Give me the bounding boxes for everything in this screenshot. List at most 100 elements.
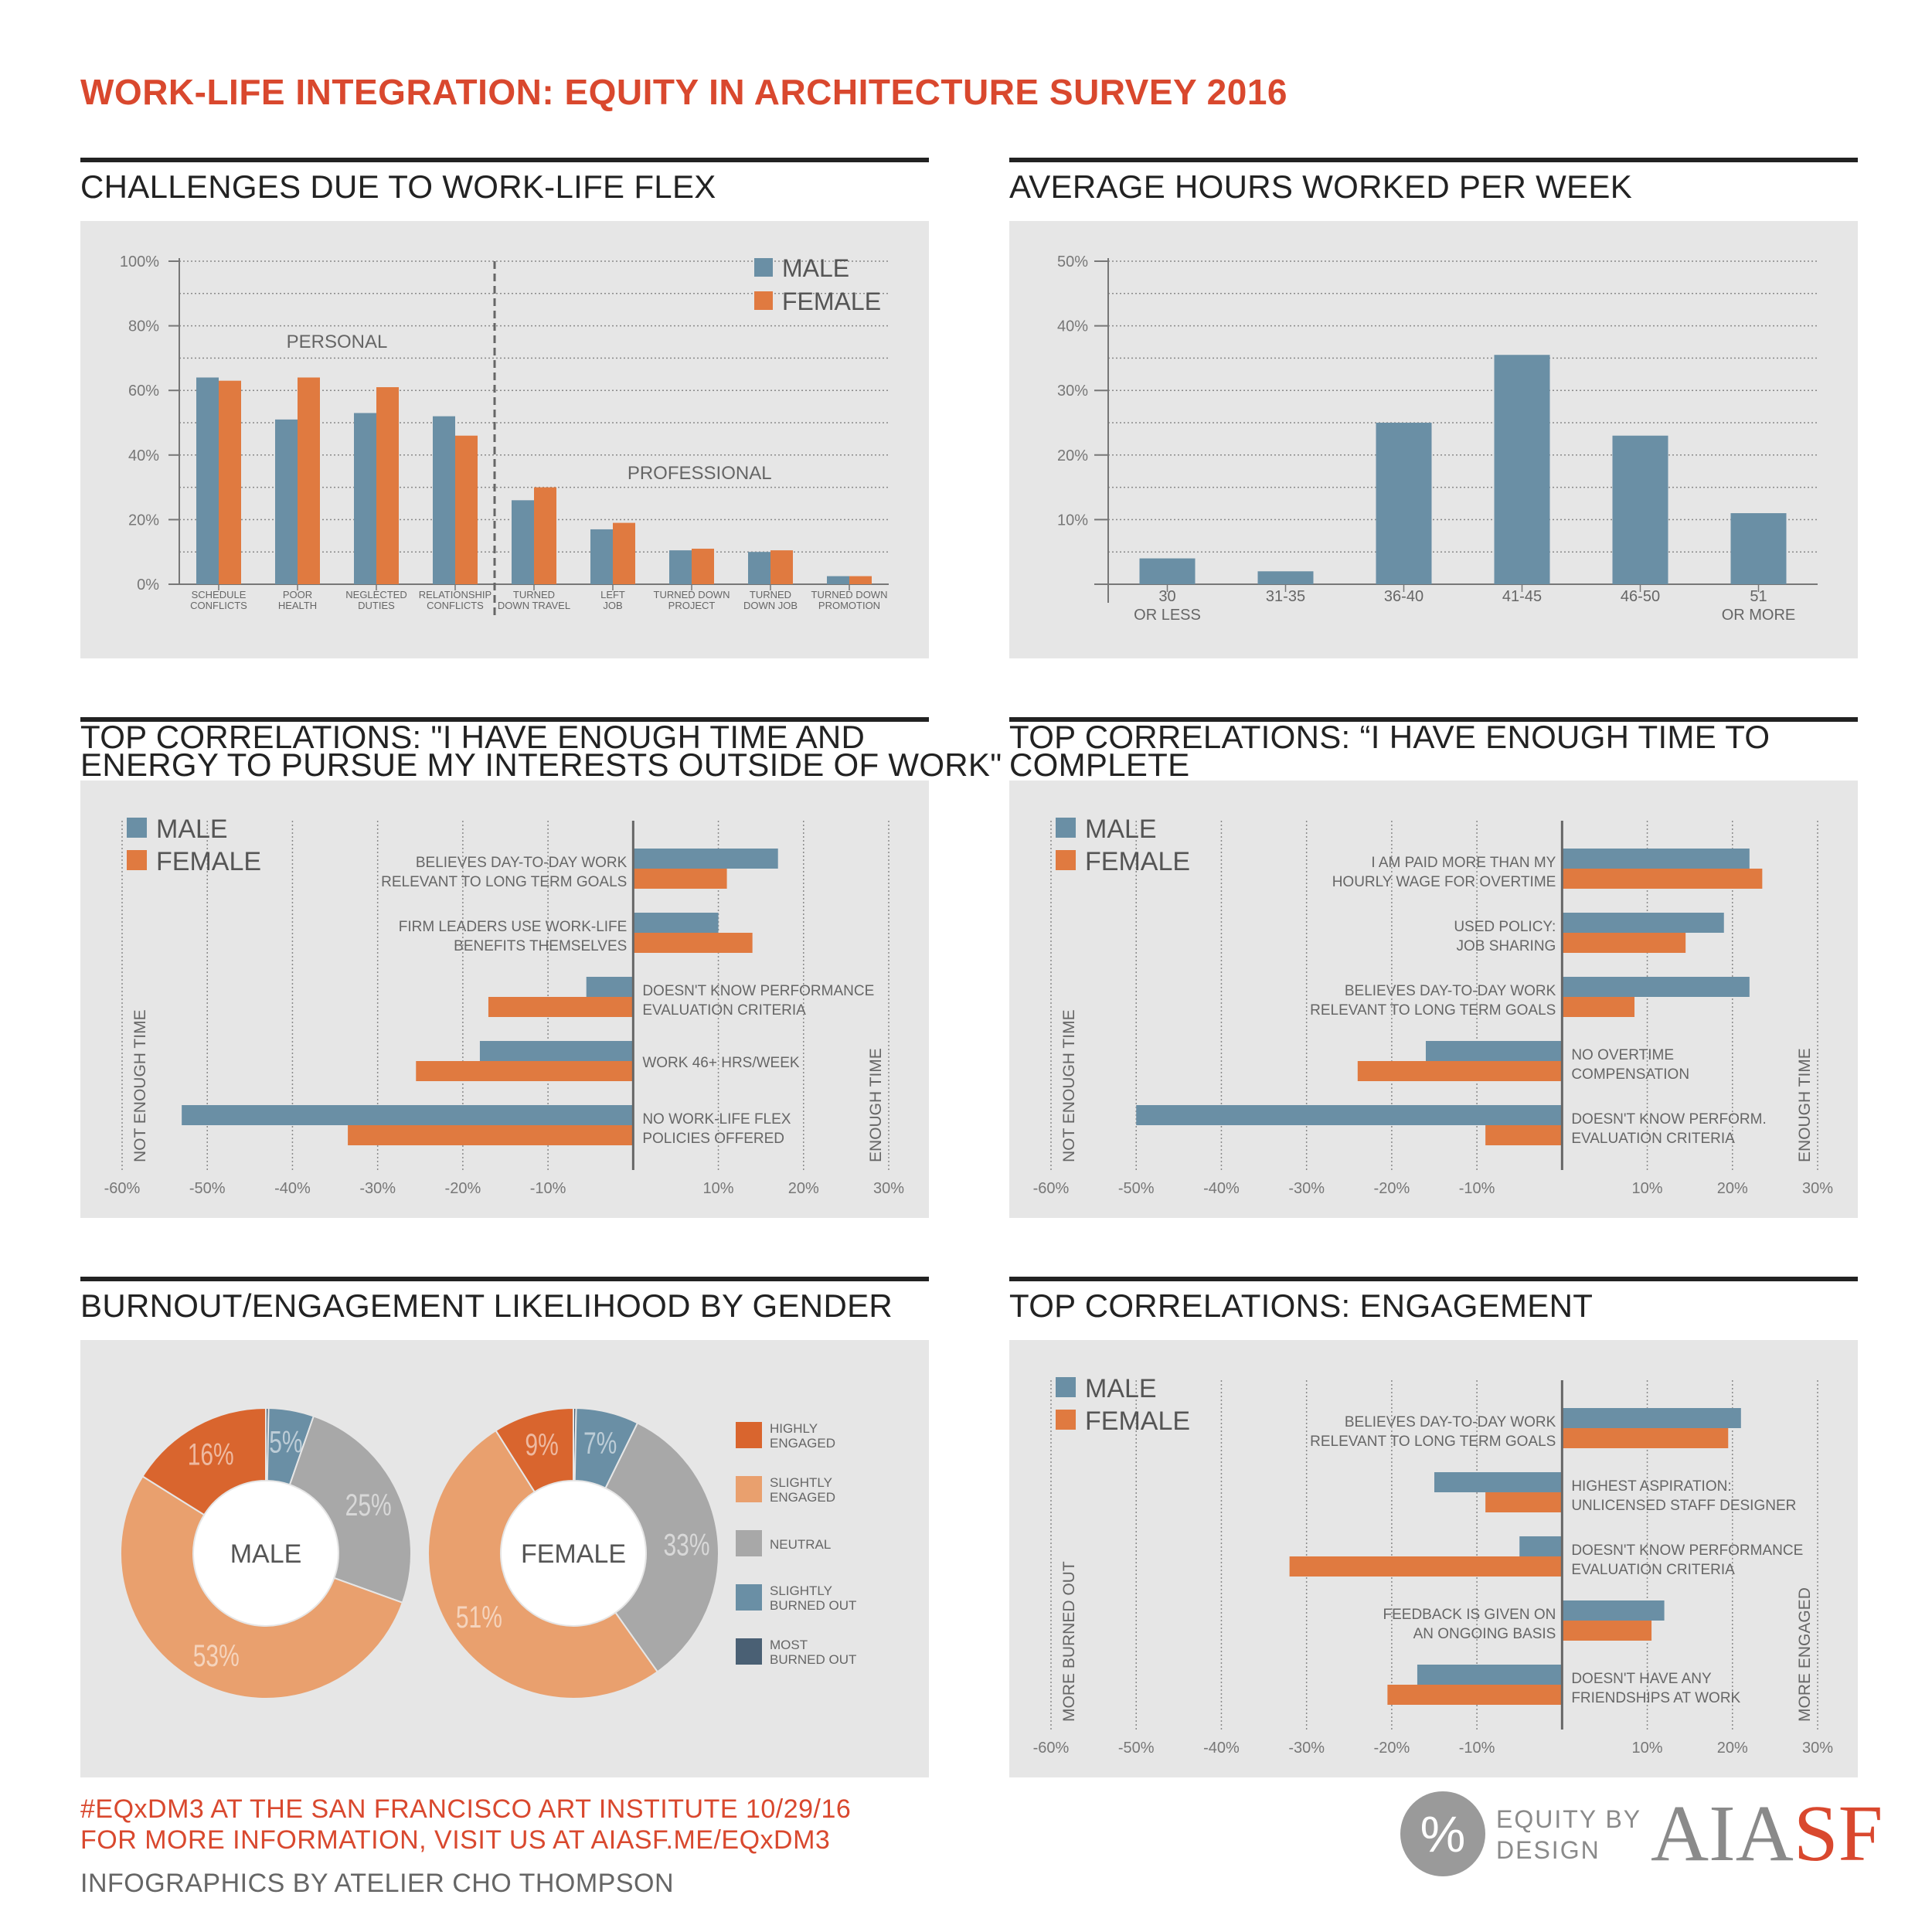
challenges-bar-chart: 0% 20% 40% 60% 80% 100% SCHEDULE CONFLICTS POOR H… xyxy=(120,253,889,615)
x-tick-label: RELATIONSHIP CONFLICTS xyxy=(419,589,492,611)
category-label: FEEDBACK IS GIVEN ON AN ONGOING BASIS xyxy=(1383,1607,1556,1642)
category-label: NO WORK-LIFE FLEX POLICIES OFFERED xyxy=(642,1111,791,1147)
x-tick-label: 36-40 xyxy=(1384,588,1423,605)
bar-hours xyxy=(1730,513,1787,584)
y-tick-label: 0% xyxy=(137,577,159,594)
x-tick-label: -10% xyxy=(530,1180,566,1197)
donut-slice-highly-engaged xyxy=(141,1406,267,1516)
slice-percent-label: 9% xyxy=(525,1428,558,1462)
x-tick-label: 46-50 xyxy=(1621,588,1660,605)
legend-female-label: FEMALE xyxy=(156,847,261,876)
bar-hours xyxy=(1139,558,1196,584)
chart-title-burnout: BURNOUT/ENGAGEMENT LIKELIHOOD BY GENDER xyxy=(80,1287,893,1324)
x-tick-label: 30% xyxy=(1802,1180,1833,1197)
legend-swatch-highly-engaged xyxy=(736,1422,762,1448)
legend-female-label: FEMALE xyxy=(782,287,881,315)
x-tick-label: 31-35 xyxy=(1266,588,1305,605)
bar-female xyxy=(770,550,793,584)
chart-title-line: ENERGY TO PURSUE MY INTERESTS OUTSIDE OF… xyxy=(80,747,1002,783)
donut-slice-neutral xyxy=(288,1415,412,1604)
category-label: BELIEVES DAY-TO-DAY WORK RELEVANT TO LONG… xyxy=(381,855,627,890)
donut-center-label: FEMALE xyxy=(521,1539,626,1569)
bar-female xyxy=(376,387,399,584)
section-rule xyxy=(80,1277,929,1281)
bar-male xyxy=(1136,1105,1563,1125)
chart-panel-time-interests: -60% -50% -40% -30% -20% -10% 10% 20% 30% BELIEVE… xyxy=(80,781,929,1218)
bar-female xyxy=(1562,1428,1729,1448)
x-tick-label: 10% xyxy=(1632,1180,1663,1197)
y-tick-label: 40% xyxy=(128,447,159,464)
legend-female-label: FEMALE xyxy=(1085,847,1190,876)
legend-swatch-slightly-burned-out xyxy=(736,1584,762,1611)
section-rule xyxy=(80,158,929,162)
donut-slice-slightly-engaged xyxy=(120,1475,404,1699)
bar-male xyxy=(1562,1600,1665,1621)
bar-male xyxy=(196,377,219,584)
category-label: WORK 46+ HRS/WEEK xyxy=(642,1055,800,1071)
legend-label: HIGHLY ENGAGED xyxy=(770,1421,835,1451)
section-rule xyxy=(1009,158,1858,162)
x-tick-label: 30% xyxy=(873,1180,904,1197)
x-tick-label: -50% xyxy=(1118,1180,1155,1197)
category-label: DOESN'T KNOW PERFORMANCE EVALUATION CRITE… xyxy=(1571,1543,1803,1578)
sf-logo-text: SF xyxy=(1793,1789,1883,1878)
x-tick-label: -20% xyxy=(1374,1180,1410,1197)
y-tick-label: 40% xyxy=(1057,318,1088,335)
x-tick-label: -40% xyxy=(1203,1180,1240,1197)
footer-info-line[interactable]: FOR MORE INFORMATION, VISIT US AT AIASF.… xyxy=(80,1825,831,1855)
engagement-bar-chart: -60% -50% -40% -30% -20% -10% 10% 20% 30% BELIEVE… xyxy=(1033,1374,1834,1757)
legend-swatch-neutral xyxy=(736,1530,762,1556)
category-label: DOESN'T HAVE ANY FRIENDSHIPS AT WORK xyxy=(1571,1671,1740,1706)
x-tick-label: TURNED DOWN JOB xyxy=(743,589,798,611)
x-tick-label: SCHEDULE CONFLICTS xyxy=(190,589,247,611)
chart-panel-engagement: -60% -50% -40% -30% -20% -10% 10% 20% 30% BELIEVE… xyxy=(1009,1340,1858,1777)
bar-male xyxy=(1562,1408,1741,1428)
bar-male xyxy=(590,529,613,584)
y-tick-label: 30% xyxy=(1057,383,1088,400)
bar-female xyxy=(1357,1061,1563,1081)
bar-female xyxy=(416,1061,634,1081)
bar-female xyxy=(849,576,872,584)
legend-swatch-slightly-engaged xyxy=(736,1476,762,1502)
x-tick-label: -20% xyxy=(1374,1740,1410,1757)
x-tick-label: 30 OR LESS xyxy=(1134,588,1201,624)
bar-male xyxy=(433,416,455,584)
slice-percent-label: 51% xyxy=(456,1600,502,1634)
group-label-personal: PERSONAL xyxy=(287,332,388,352)
bar-male xyxy=(182,1105,634,1125)
chart-panel-hours: 10% 20% 30% 40% 50% 30 OR LESS 31-35 36-40 41-45 4… xyxy=(1009,221,1858,658)
x-tick-label: 51 OR MORE xyxy=(1722,588,1796,624)
bar-female xyxy=(1485,1125,1563,1145)
x-tick-label: -30% xyxy=(1288,1180,1325,1197)
legend-male-label: MALE xyxy=(1085,815,1157,844)
x-tick-label: -60% xyxy=(1033,1740,1070,1757)
slice-percent-label: 33% xyxy=(664,1528,710,1562)
slice-percent-label: 53% xyxy=(193,1639,240,1673)
bar-female xyxy=(1562,997,1635,1017)
bar-male xyxy=(354,413,376,584)
bar-male xyxy=(1425,1041,1563,1061)
category-label: USED POLICY: JOB SHARING xyxy=(1454,919,1556,954)
legend-swatch-most-burned-out xyxy=(736,1638,762,1665)
equity-logo-text: DESIGN xyxy=(1496,1836,1600,1864)
x-tick-label: -40% xyxy=(274,1180,311,1197)
time-work-bar-chart: -60% -50% -40% -30% -20% -10% 10% 20% 30% I AM PA… xyxy=(1033,815,1834,1197)
chart-panel-burnout: 5% 25% 53% 16% MALE 7% 33% 51% 9% FEMALE HIGHLY ENG… xyxy=(80,1340,929,1777)
x-tick-label: 41-45 xyxy=(1502,588,1542,605)
bar-male xyxy=(1434,1472,1563,1492)
section-rule xyxy=(1009,1277,1858,1281)
bar-male xyxy=(633,849,778,869)
legend-female-swatch xyxy=(754,291,773,310)
y-tick-label: 20% xyxy=(128,512,159,529)
legend-male-swatch xyxy=(1056,818,1076,838)
bar-male xyxy=(1562,849,1750,869)
bar-hours xyxy=(1257,571,1314,584)
x-tick-label: NEGLECTED DUTIES xyxy=(345,589,406,611)
category-label: NO OVERTIME COMPENSATION xyxy=(1571,1047,1689,1083)
legend-label: MOST BURNED OUT xyxy=(770,1638,856,1667)
donut-slice-highly-engaged xyxy=(495,1406,574,1493)
x-tick-label: TURNED DOWN TRAVEL xyxy=(498,589,570,611)
y-tick-label: 80% xyxy=(128,318,159,335)
donut-hole xyxy=(194,1481,338,1625)
legend-male-swatch xyxy=(1056,1377,1076,1397)
